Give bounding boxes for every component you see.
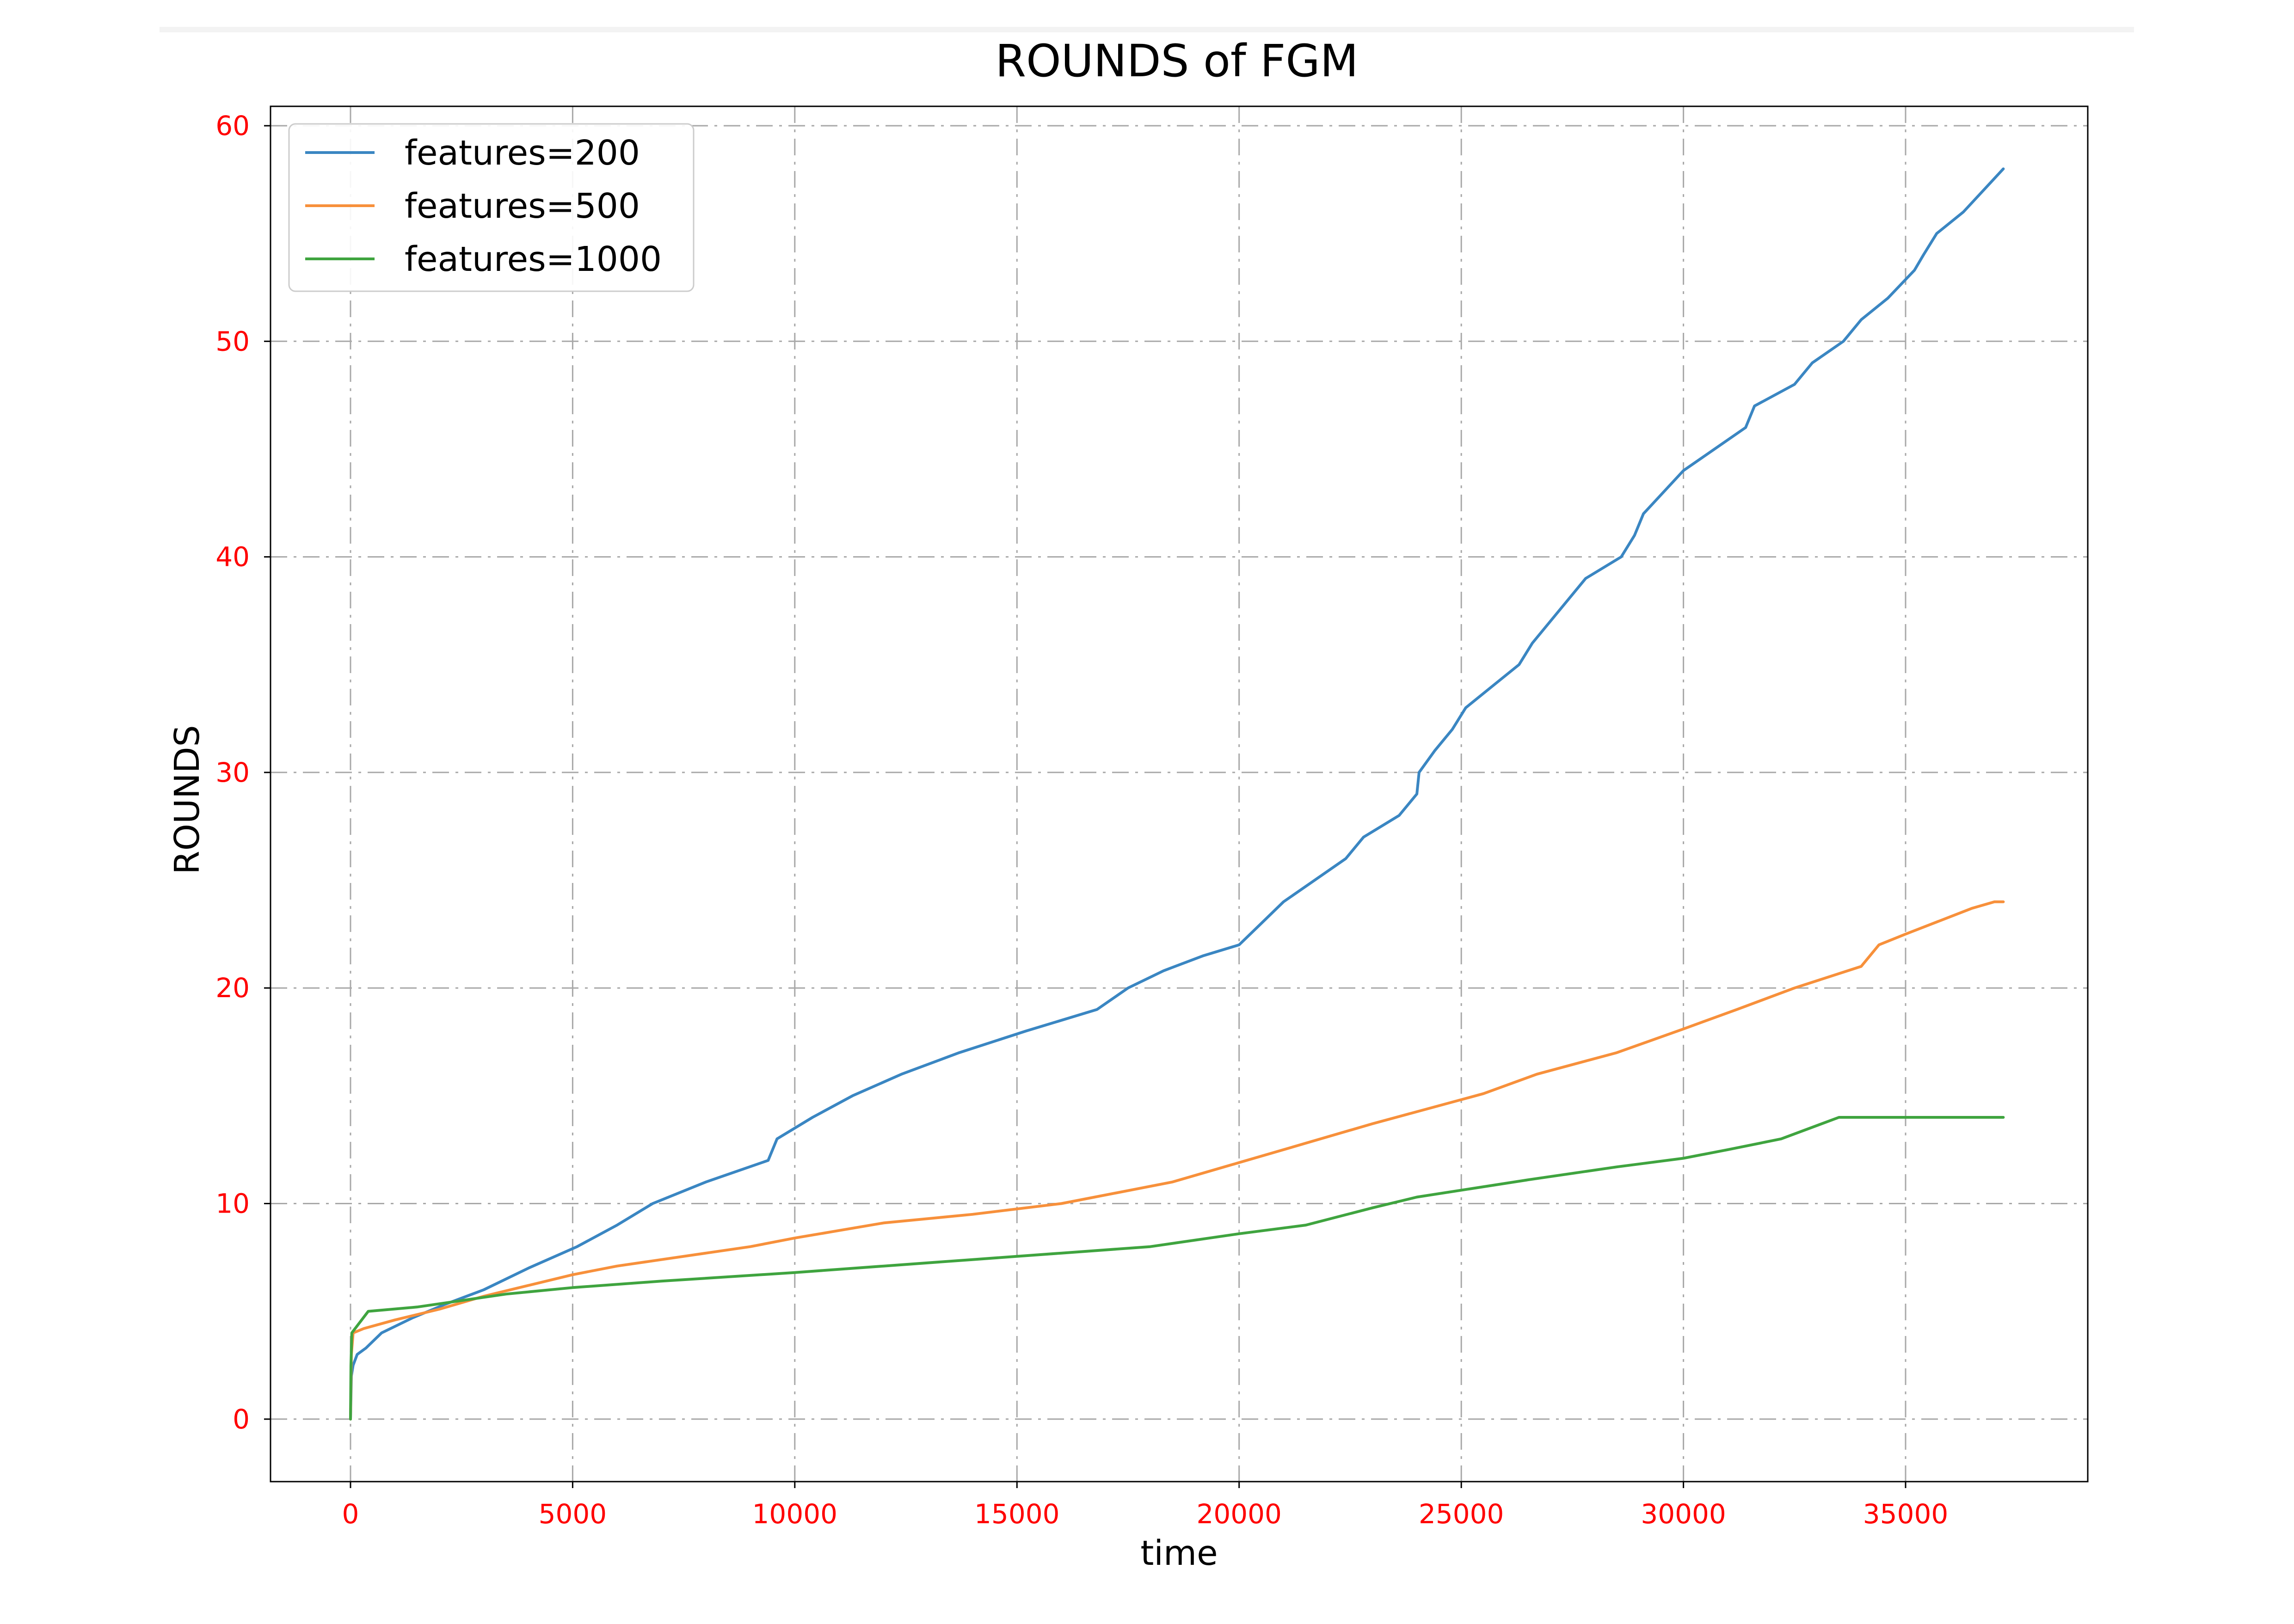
x-tick-label: 5000 — [539, 1498, 607, 1530]
legend-box — [288, 123, 695, 292]
series-lines — [349, 167, 2005, 1421]
y-tick-label: 40 — [215, 541, 250, 573]
x-axis-label: time — [1140, 1533, 1218, 1573]
x-tick-label: 30000 — [1641, 1498, 1726, 1530]
x-tick-label: 35000 — [1863, 1498, 1949, 1530]
axis-ticks: 0 5000 10000 15000 20000 25000 30000 35000 0 10 20… — [215, 110, 1948, 1530]
series-line-1 — [349, 167, 2005, 1421]
x-tick-label: 15000 — [974, 1498, 1060, 1530]
y-axis-label: ROUNDS — [167, 725, 207, 874]
y-tick-label: 50 — [215, 325, 250, 357]
legend-label-1: features=200 — [405, 133, 640, 173]
legend-label-3: features=1000 — [405, 239, 662, 279]
y-tick-label: 10 — [215, 1188, 250, 1220]
x-tick-label: 25000 — [1419, 1498, 1504, 1530]
y-tick-label: 0 — [233, 1403, 250, 1435]
chart-title: ROUNDS of FGM — [995, 35, 1358, 87]
x-tick-label: 10000 — [752, 1498, 838, 1530]
legend-items: features=200 features=500 features=1000 — [305, 133, 662, 279]
y-tick-label: 30 — [215, 757, 250, 788]
legend: features=200 features=500 features=1000 — [288, 123, 695, 292]
y-tick-label: 20 — [215, 972, 250, 1004]
y-tick-label: 60 — [215, 110, 250, 141]
series-line-2 — [349, 900, 2005, 1421]
plot-frame — [270, 105, 2089, 1483]
x-tick-label: 20000 — [1196, 1498, 1282, 1530]
legend-label-2: features=500 — [405, 186, 640, 226]
series-line-3 — [349, 1116, 2005, 1421]
figure-top-band — [160, 27, 2134, 32]
grid-lines — [271, 106, 2088, 1482]
x-tick-label: 0 — [342, 1498, 359, 1530]
